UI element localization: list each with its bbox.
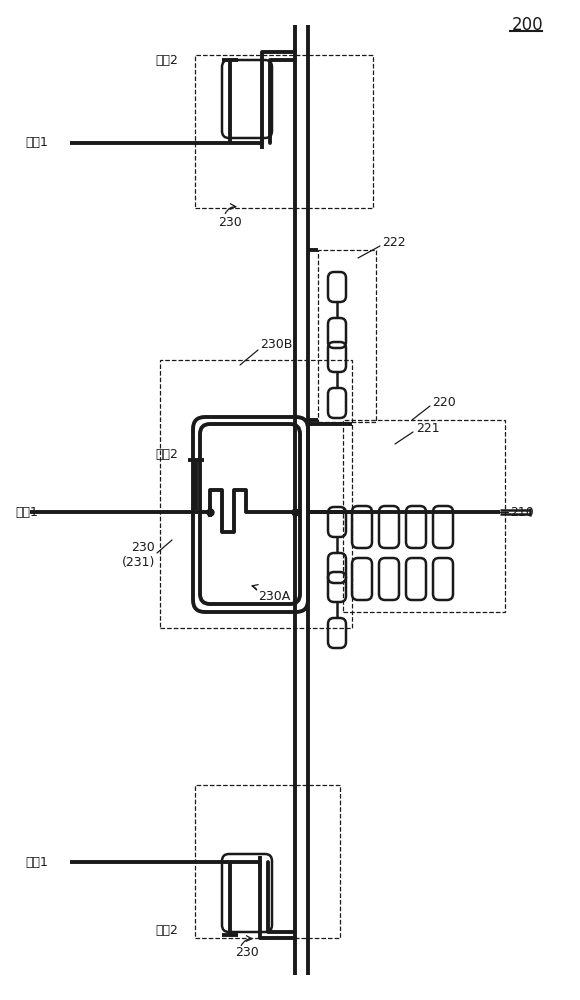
Text: 端口1: 端口1 bbox=[25, 136, 48, 149]
Text: 230B: 230B bbox=[260, 338, 292, 352]
Text: 端口1: 端口1 bbox=[25, 856, 48, 868]
Text: 200: 200 bbox=[512, 16, 543, 34]
Text: 端口2: 端口2 bbox=[155, 53, 178, 66]
Text: 端口2: 端口2 bbox=[155, 448, 178, 462]
Text: 230: 230 bbox=[235, 946, 259, 960]
Text: 230: 230 bbox=[218, 216, 242, 229]
Text: 端口1: 端口1 bbox=[15, 506, 38, 518]
Text: 220: 220 bbox=[432, 395, 456, 408]
Bar bbox=[195, 55, 373, 208]
Bar bbox=[160, 360, 352, 628]
Text: 222: 222 bbox=[382, 235, 405, 248]
Text: 230
(231): 230 (231) bbox=[122, 541, 155, 569]
Text: 221: 221 bbox=[416, 422, 440, 434]
Text: 端口2: 端口2 bbox=[155, 924, 178, 936]
Bar bbox=[318, 250, 376, 422]
Bar bbox=[343, 420, 505, 612]
Bar bbox=[195, 785, 340, 938]
Text: 230A: 230A bbox=[258, 590, 290, 603]
Text: 210: 210 bbox=[510, 506, 534, 518]
